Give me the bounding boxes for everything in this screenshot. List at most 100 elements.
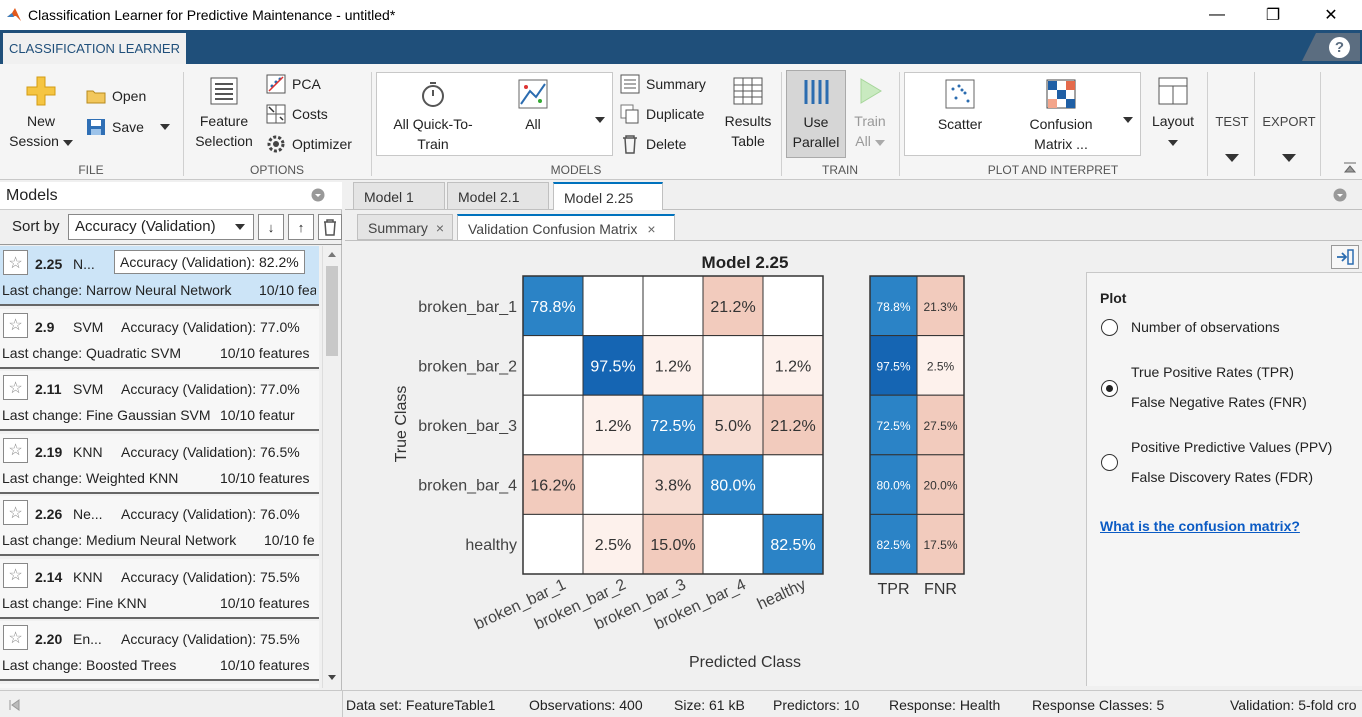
model-number: 2.9 bbox=[35, 318, 55, 335]
new-session-button[interactable]: New Session bbox=[6, 76, 76, 151]
model-list-item[interactable]: ☆ 2.9 SVM Accuracy (Validation): 77.0% Last … bbox=[0, 308, 319, 369]
divider bbox=[1207, 72, 1208, 176]
collapse-toolstrip-icon[interactable] bbox=[1343, 162, 1357, 174]
file-section-label: FILE bbox=[78, 163, 104, 177]
close-icon[interactable]: × bbox=[647, 221, 656, 237]
model-type: KNN bbox=[73, 443, 103, 460]
star-icon[interactable]: ☆ bbox=[3, 500, 28, 525]
gallery-expand-icon[interactable] bbox=[595, 111, 605, 126]
y-tick-label: broken_bar_2 bbox=[418, 358, 517, 375]
tab-model-2-25[interactable]: Model 2.25 bbox=[553, 182, 663, 210]
model-type: Ne... bbox=[73, 506, 103, 522]
use-parallel-toggle[interactable]: Use Parallel bbox=[786, 70, 846, 158]
sort-dropdown[interactable]: Accuracy (Validation) bbox=[68, 214, 254, 240]
model-list-item[interactable]: ☆ 2.19 KNN Accuracy (Validation): 76.5% Last… bbox=[0, 433, 319, 494]
export-menu[interactable]: EXPORT bbox=[1260, 112, 1318, 168]
model-list-item[interactable]: ☆ 2.11 SVM Accuracy (Validation): 77.0% Last… bbox=[0, 371, 319, 431]
model-list-item[interactable]: ☆ 2.26 Ne... Accuracy (Validation): 76.0% La… bbox=[0, 496, 319, 556]
tab-classification-learner[interactable]: CLASSIFICATION LEARNER bbox=[3, 33, 186, 64]
delete-model-button[interactable] bbox=[318, 214, 342, 240]
model-type: SVM bbox=[73, 381, 104, 397]
train-all-label-1: Train bbox=[854, 113, 886, 129]
model-type: SVM bbox=[73, 318, 104, 335]
pca-button[interactable]: PCA bbox=[266, 74, 321, 94]
chevron-down-icon bbox=[874, 140, 885, 146]
star-icon[interactable]: ☆ bbox=[3, 375, 28, 400]
tab-summary[interactable]: Summary × bbox=[357, 214, 453, 240]
fnr-cell bbox=[916, 335, 965, 396]
model-number: 2.19 bbox=[35, 443, 63, 460]
open-button[interactable]: Open bbox=[86, 88, 146, 104]
tab-validation-confusion-matrix[interactable]: Validation Confusion Matrix × bbox=[457, 214, 675, 240]
train-all-button[interactable]: Train All bbox=[850, 76, 890, 151]
toggle-plot-options-button[interactable] bbox=[1331, 245, 1359, 269]
model-list-item[interactable]: ☆ 2.14 KNN Accuracy (Validation): 75.5% Last… bbox=[0, 558, 319, 619]
tab-model-1[interactable]: Model 1 bbox=[353, 182, 445, 210]
star-icon[interactable]: ☆ bbox=[3, 250, 28, 275]
star-icon[interactable]: ☆ bbox=[3, 562, 28, 588]
model-features: 10/10 fea bbox=[259, 282, 316, 298]
tpr-value: 72.5% bbox=[876, 419, 910, 433]
matrix-cell-value: 3.8% bbox=[655, 478, 691, 495]
fnr-value: 2.5% bbox=[927, 359, 955, 373]
tab-model-2-1[interactable]: Model 2.1 bbox=[447, 182, 549, 210]
delete-button[interactable]: Delete bbox=[620, 134, 686, 154]
restore-button[interactable]: ❐ bbox=[1265, 7, 1281, 24]
results-table-button[interactable]: Results Table bbox=[720, 76, 776, 151]
confusion-matrix-button[interactable]: Confusion Matrix ... bbox=[1021, 79, 1101, 154]
divider bbox=[899, 72, 900, 176]
fnr-value: 21.3% bbox=[923, 300, 957, 314]
save-button[interactable]: Save bbox=[86, 118, 170, 136]
scroll-start-icon[interactable] bbox=[8, 699, 20, 711]
scroll-down-icon[interactable] bbox=[327, 674, 337, 682]
all-quick-to-train-button[interactable]: All Quick-To- Train bbox=[385, 79, 481, 154]
model-list-item[interactable]: ☆ 2.20 En... Accuracy (Validation): 75.5% La… bbox=[0, 621, 319, 681]
costs-button[interactable]: Costs bbox=[266, 104, 328, 124]
model-last-change: Last change: Quadratic SVM bbox=[2, 345, 316, 361]
all-models-icon bbox=[518, 79, 548, 109]
all-models-button[interactable]: All bbox=[503, 79, 563, 134]
radio-tpr-fnr[interactable] bbox=[1101, 380, 1118, 397]
feature-selection-button[interactable]: Feature Selection bbox=[190, 76, 258, 151]
star-icon[interactable]: ☆ bbox=[3, 625, 28, 650]
sort-ascending-button[interactable]: ↑ bbox=[288, 214, 314, 240]
tpr-value: 80.0% bbox=[876, 479, 910, 493]
duplicate-button[interactable]: Duplicate bbox=[620, 104, 704, 124]
model-accuracy: Accuracy (Validation): 76.0% bbox=[121, 506, 300, 522]
tpr-label: TPR bbox=[878, 581, 910, 598]
panel-menu-icon[interactable] bbox=[311, 188, 325, 202]
duplicate-label: Duplicate bbox=[646, 106, 705, 122]
scatter-plot-button[interactable]: Scatter bbox=[925, 79, 995, 134]
chart-title: Model 2.25 bbox=[702, 253, 789, 272]
star-icon[interactable]: ☆ bbox=[3, 437, 28, 463]
layout-button[interactable]: Layout bbox=[1148, 76, 1198, 151]
radio-number-of-observations[interactable] bbox=[1101, 319, 1118, 336]
sort-descending-button[interactable]: ↓ bbox=[258, 214, 284, 240]
train-all-label-2: All bbox=[855, 133, 871, 149]
model-list-item[interactable]: ☆ 2.25 N... Accuracy (Validation): 82.2% Las… bbox=[0, 246, 319, 306]
close-button[interactable]: ✕ bbox=[1324, 7, 1338, 24]
scroll-up-icon[interactable] bbox=[327, 250, 337, 258]
model-number: 2.14 bbox=[35, 568, 63, 585]
gallery-expand-icon[interactable] bbox=[1123, 111, 1133, 126]
test-menu[interactable]: TEST bbox=[1212, 112, 1252, 168]
model-last-change-text: Last change: Narrow Neural Network bbox=[2, 282, 232, 298]
plot-options-heading: Plot bbox=[1100, 290, 1127, 306]
minimize-button[interactable]: — bbox=[1209, 6, 1225, 23]
status-response: Response: Health bbox=[889, 697, 1001, 713]
model-list-scrollbar[interactable] bbox=[322, 246, 340, 688]
table-icon bbox=[733, 77, 763, 105]
model-list-item[interactable] bbox=[0, 683, 319, 688]
optimizer-button[interactable]: Optimizer bbox=[266, 134, 352, 154]
tpr-value: 82.5% bbox=[876, 538, 910, 552]
panel-menu-icon[interactable] bbox=[1333, 188, 1347, 202]
what-is-confusion-matrix-link[interactable]: What is the confusion matrix? bbox=[1100, 518, 1300, 534]
help-button[interactable]: ? bbox=[1302, 33, 1360, 61]
summary-button[interactable]: Summary bbox=[620, 74, 706, 94]
model-list: ☆ 2.25 N... Accuracy (Validation): 82.2% Las… bbox=[0, 246, 320, 688]
star-icon[interactable]: ☆ bbox=[3, 312, 28, 338]
scrollbar-thumb[interactable] bbox=[326, 266, 338, 356]
radio-ppv-fdr[interactable] bbox=[1101, 454, 1118, 471]
close-icon[interactable]: × bbox=[435, 220, 445, 236]
model-accuracy: Accuracy (Validation): 77.0% bbox=[121, 318, 300, 335]
